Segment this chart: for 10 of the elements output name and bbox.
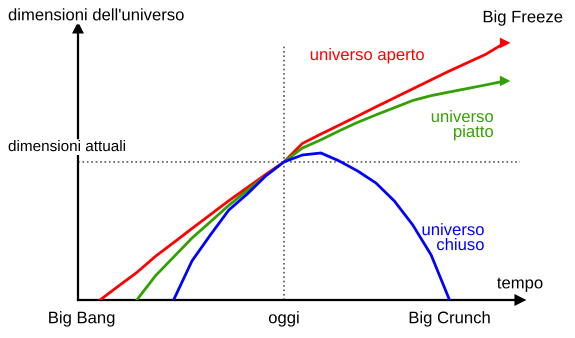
series-label: universo chiuso	[422, 223, 484, 250]
y-axis-title: dimensioni dell'universo	[8, 8, 184, 20]
x-tick-label: Big Crunch	[410, 311, 490, 327]
x-axis-title: tempo	[497, 278, 542, 292]
ref-line-label: dimensioni attuali	[8, 140, 126, 152]
series-label: universo piatto	[432, 110, 493, 140]
text: Big Freeze	[484, 10, 562, 26]
x-tick-label: oggi	[268, 311, 299, 327]
x-tick-label: Big Bang	[49, 311, 114, 327]
series-label: universo aperto	[310, 48, 424, 64]
